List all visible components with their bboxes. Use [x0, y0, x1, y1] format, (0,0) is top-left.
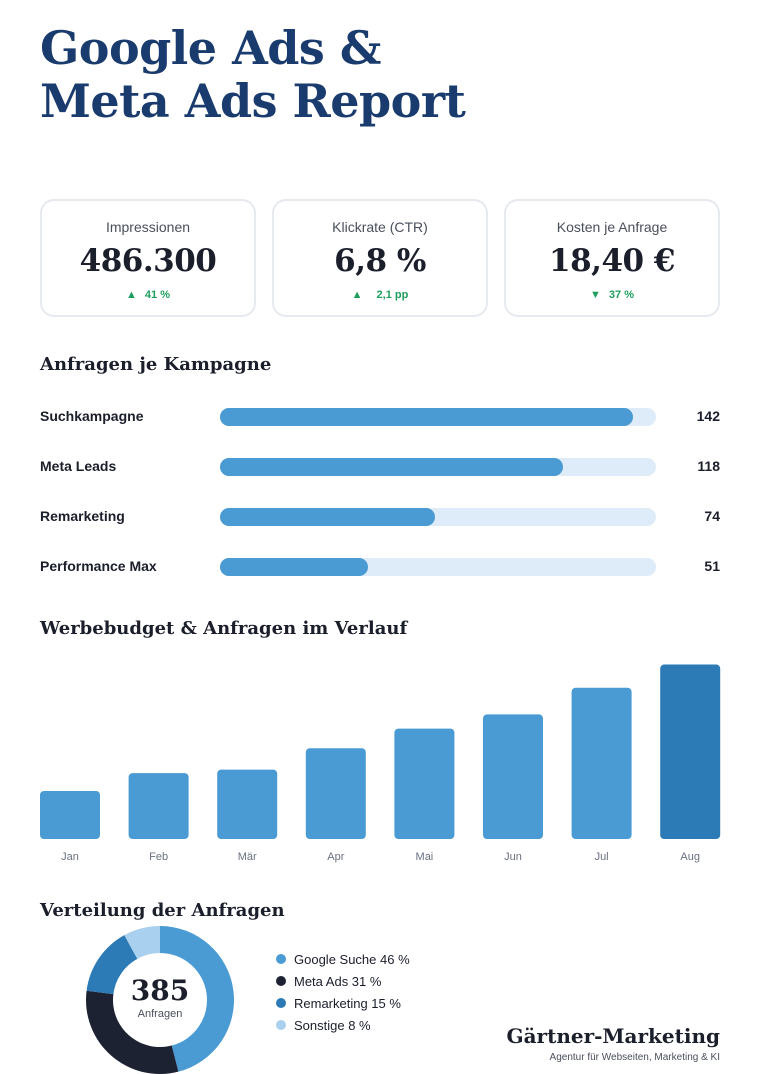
bar: [40, 790, 100, 839]
legend-label: Remarketing 15 %: [294, 995, 401, 1011]
tick-label: Jan: [61, 851, 79, 863]
tick-label: Feb: [149, 851, 168, 863]
donut-slice: [124, 926, 160, 959]
bar-track: [220, 408, 656, 426]
donut-total: 385: [130, 974, 190, 1007]
donut-caption: Anfragen: [137, 1008, 183, 1020]
bar: [571, 687, 632, 839]
bar: [394, 728, 455, 839]
bar-label: Meta Leads: [40, 458, 117, 474]
brand-footer: Gärtner-Marketing Agentur für Webseiten,…: [507, 1024, 721, 1063]
trend-up-icon: ▲: [351, 289, 363, 301]
legend-label: Meta Ads 31 %: [294, 973, 382, 989]
tick-label: Apr: [327, 851, 344, 863]
bar-track: [220, 458, 656, 476]
legend-item: Remarketing 15 %: [276, 992, 410, 1014]
bar: [128, 773, 189, 839]
section-title-campaigns: Anfragen je Kampagne: [40, 354, 272, 375]
report-title-line1: Google Ads &: [40, 21, 381, 75]
kpi-card-ctr: Klickrate (CTR) 6,8 % ▲ 2,1 pp: [272, 199, 488, 317]
trend-up-icon: ▲: [126, 289, 137, 301]
legend-swatch: [276, 1020, 286, 1030]
bar: [220, 458, 563, 476]
bar-value-label: 118: [697, 458, 720, 474]
tick-label: Jun: [504, 851, 522, 863]
report-title-line2: Meta Ads Report: [40, 74, 466, 128]
bar-label: Performance Max: [40, 558, 157, 574]
donut-slice: [86, 935, 138, 995]
bar: [483, 714, 543, 839]
tick-label: Mai: [416, 851, 434, 863]
bar: [220, 408, 633, 426]
bar-value-label: 142: [696, 408, 720, 424]
legend-swatch: [276, 976, 286, 986]
kpi-value: 486.300: [79, 243, 217, 279]
tick-label: Aug: [680, 851, 700, 863]
distribution-donut-chart: [86, 926, 234, 1074]
legend-item: Google Suche 46 %: [276, 948, 410, 970]
monthly-bar-chart: Jan Feb Mär Apr Mai Jun Jul Aug: [40, 664, 721, 863]
brand-name: Gärtner-Marketing: [506, 1024, 721, 1048]
kpi-trend-value: 2,1 pp: [376, 289, 409, 301]
bar: [220, 508, 436, 526]
bar-value-label: 51: [704, 558, 720, 574]
donut-slice: [160, 926, 234, 1072]
kpi-value: 18,40 €: [549, 243, 675, 279]
kpi-value: 6,8 %: [334, 243, 426, 279]
section-title-monthly: Werbebudget & Anfragen im Verlauf: [40, 618, 408, 639]
bar-label: Suchkampagne: [40, 408, 144, 424]
bar-value-label: 74: [704, 508, 720, 524]
bar: [220, 558, 369, 576]
kpi-trend: ▼ 37 %: [506, 289, 718, 301]
legend-label: Sonstige 8 %: [294, 1017, 371, 1033]
tick-label: Mär: [238, 851, 257, 863]
bar-track: [220, 508, 656, 526]
brand-tagline: Agentur für Webseiten, Marketing & KI: [549, 1052, 720, 1063]
bar: [660, 664, 721, 839]
legend-item: Meta Ads 31 %: [276, 970, 410, 992]
legend-swatch: [276, 998, 286, 1008]
legend-label: Google Suche 46 %: [294, 951, 410, 967]
kpi-trend: ▲ 2,1 pp: [274, 289, 486, 301]
donut-legend: Google Suche 46 % Meta Ads 31 % Remarket…: [276, 948, 410, 1036]
kpi-label: Kosten je Anfrage: [556, 219, 668, 235]
trend-down-icon: ▼: [590, 289, 601, 301]
kpi-trend-value: 41 %: [144, 289, 170, 301]
legend-swatch: [276, 954, 286, 964]
donut-slice: [86, 990, 179, 1074]
legend-item: Sonstige 8 %: [276, 1014, 410, 1036]
kpi-trend: ▲ 41 %: [42, 289, 254, 301]
kpi-label: Impressionen: [105, 219, 191, 235]
bar: [305, 748, 366, 839]
kpi-trend-value: 37 %: [608, 289, 634, 301]
report-title: Google Ads & Meta Ads Report: [40, 21, 466, 128]
bar-track: [220, 558, 656, 576]
kpi-card-cost-per-lead: Kosten je Anfrage 18,40 € ▼ 37 %: [504, 199, 720, 317]
donut-center: 385 Anfragen: [110, 974, 210, 1021]
kpi-label: Klickrate (CTR): [332, 219, 428, 235]
bar-label: Remarketing: [40, 508, 125, 524]
section-title-distribution: Verteilung der Anfragen: [40, 900, 285, 921]
tick-label: Jul: [595, 851, 609, 863]
bar: [217, 769, 278, 839]
kpi-card-impressions: Impressionen 486.300 ▲ 41 %: [40, 199, 256, 317]
